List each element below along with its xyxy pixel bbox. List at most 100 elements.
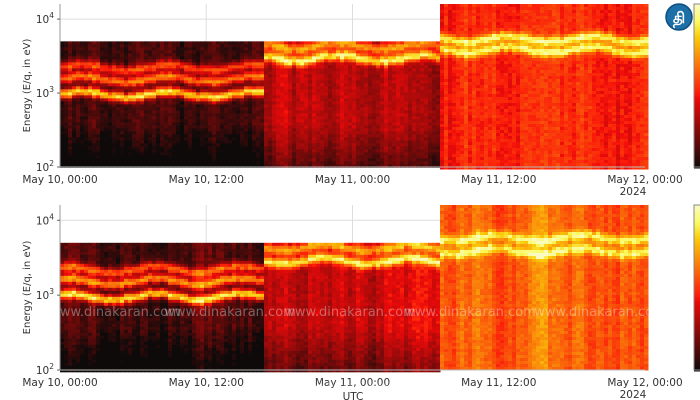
heatmap-cell [252,44,257,48]
heatmap-cell [124,143,129,147]
heatmap-cell [104,134,109,138]
heatmap-cell [144,107,149,111]
heatmap-cell [408,71,413,75]
heatmap-cell [496,157,501,161]
heatmap-cell [452,64,457,68]
heatmap-cell [424,116,429,120]
heatmap-cell [124,116,129,120]
heatmap-cell [112,59,117,63]
heatmap-cell [128,161,133,165]
heatmap-cell [224,152,229,156]
heatmap-cell [224,116,229,120]
heatmap-cell [136,110,141,114]
heatmap-cell [344,65,349,69]
heatmap-cell [500,103,505,107]
heatmap-cell [224,95,229,99]
heatmap-cell [256,140,261,144]
heatmap-cell [88,134,93,138]
heatmap-cell [472,73,477,77]
heatmap-cell [352,53,357,57]
heatmap-cell [324,164,329,168]
heatmap-cell [364,71,369,75]
heatmap-cell [116,92,121,96]
heatmap-cell [276,92,281,96]
heatmap-cell [284,44,289,48]
heatmap-cell [364,98,369,102]
heatmap-cell [144,104,149,108]
heatmap-cell [156,50,161,54]
heatmap-cell [440,151,445,155]
heatmap-cell [436,134,441,138]
heatmap-cell [232,62,237,66]
heatmap-cell [216,71,221,75]
heatmap-cell [68,80,73,84]
heatmap-cell [300,122,305,126]
heatmap-cell [96,131,101,135]
heatmap-cell [176,152,181,156]
heatmap-cell [164,50,169,54]
heatmap-cell [380,107,385,111]
heatmap-cell [428,125,433,129]
heatmap-cell [508,139,513,143]
heatmap-cell [144,89,149,93]
heatmap-cell [500,10,505,14]
heatmap-cell [152,119,157,123]
heatmap-cell [336,44,341,48]
heatmap-cell [468,130,473,134]
heatmap-cell [292,47,297,51]
heatmap-cell [408,152,413,156]
heatmap-cell [440,46,445,50]
heatmap-cell [340,98,345,102]
heatmap-cell [464,85,469,89]
heatmap-cell [108,116,113,120]
heatmap-cell [228,152,233,156]
heatmap-cell [280,86,285,90]
heatmap-cell [352,143,357,147]
heatmap-cell [252,146,257,150]
heatmap-cell [328,125,333,129]
heatmap-cell [196,125,201,129]
heatmap-cell [396,137,401,141]
heatmap-cell [268,122,273,126]
heatmap-cell [244,131,249,135]
heatmap-cell [308,155,313,159]
heatmap-cell [276,59,281,63]
heatmap-cell [416,137,421,141]
heatmap-cell [464,13,469,17]
heatmap-cell [140,68,145,72]
heatmap-cell [352,110,357,114]
heatmap-cell [156,41,161,45]
heatmap-cell [388,86,393,90]
heatmap-cell [456,70,461,74]
heatmap-cell [376,152,381,156]
heatmap-cell [344,128,349,132]
heatmap-cell [164,65,169,69]
heatmap-cell [256,71,261,75]
heatmap-cell [140,152,145,156]
heatmap-cell [208,77,213,81]
heatmap-cell [356,41,361,45]
heatmap-cell [340,107,345,111]
heatmap-cell [188,44,193,48]
heatmap-cell [60,155,65,159]
heatmap-cell [96,86,101,90]
heatmap-cell [204,161,209,165]
heatmap-cell [508,46,513,50]
heatmap-cell [144,95,149,99]
heatmap-cell [124,44,129,48]
heatmap-cell [468,118,473,122]
heatmap-cell [208,146,213,150]
heatmap-cell [180,65,185,69]
heatmap-cell [460,28,465,32]
heatmap-cell [244,146,249,150]
heatmap-cell [148,44,153,48]
heatmap-cell [372,125,377,129]
heatmap-cell [428,44,433,48]
heatmap-cell [224,98,229,102]
heatmap-cell [368,92,373,96]
heatmap-cell [152,161,157,165]
heatmap-cell [404,71,409,75]
heatmap-cell [428,77,433,81]
heatmap-cell [456,28,461,32]
